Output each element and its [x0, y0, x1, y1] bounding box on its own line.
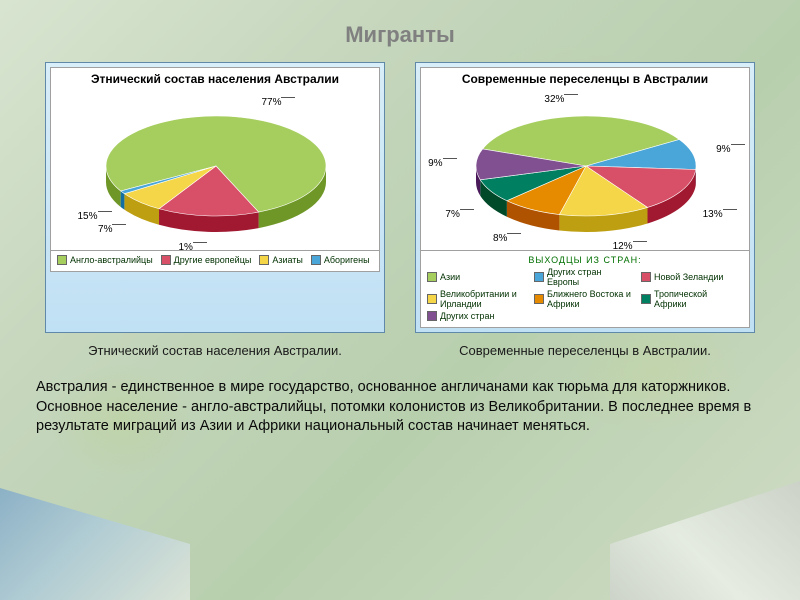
body-text: Австралия - единственное в мире государс… [0, 358, 800, 437]
legend-item: Великобритании и Ирландии [427, 289, 526, 309]
legend-item: Азии [427, 267, 526, 287]
chart-right-caption: Современные переселенцы в Австралии. [415, 343, 755, 358]
legend-label: Великобритании и Ирландии [440, 289, 526, 309]
chart-left-legend: Англо-австралийцы Другие европейцы Азиаты А… [51, 250, 379, 271]
pie-pct-label: 32% [544, 94, 564, 105]
chart-right-title: Современные переселенцы в Австралии [421, 68, 749, 90]
corner-image-bottom-left [0, 460, 190, 600]
captions-row: Этнический состав населения Австралии. С… [0, 333, 800, 358]
legend-label: Аборигены [324, 255, 370, 265]
legend-swatch [427, 294, 437, 304]
pie-pct-label: 12% [613, 241, 633, 252]
legend-swatch [534, 294, 544, 304]
legend-swatch [311, 255, 321, 265]
legend-item: Англо-австралийцы [57, 255, 153, 265]
pie-pct-label: 77% [261, 97, 281, 108]
corner-image-bottom-right [610, 460, 800, 600]
legend-item: Других стран Европы [534, 267, 633, 287]
legend-item: Другие европейцы [161, 255, 252, 265]
legend-swatch [259, 255, 269, 265]
chart-right-pie: 32% 9% 13% 12% 8% 7% 9% [421, 90, 749, 250]
pie-pct-label: 1% [178, 242, 192, 253]
legend-label: Других стран [440, 311, 494, 321]
chart-left: Этнический состав населения Австралии 77… [45, 62, 385, 333]
legend-swatch [427, 311, 437, 321]
legend-swatch [641, 272, 651, 282]
legend-label: Новой Зеландии [654, 272, 723, 282]
legend-item: Других стран [427, 311, 526, 321]
legend-swatch [161, 255, 171, 265]
legend-label: Тропической Африки [654, 289, 740, 309]
legend-swatch [534, 272, 544, 282]
page-title: Мигранты [0, 0, 800, 62]
pie-pct-label: 13% [703, 209, 723, 220]
legend-swatch [427, 272, 437, 282]
pie-pct-label: 8% [493, 233, 507, 244]
legend-label: Азии [440, 272, 460, 282]
chart-left-pie: 77% 1% 7%15% [51, 90, 379, 250]
chart-left-title: Этнический состав населения Австралии [51, 68, 379, 90]
chart-right: Современные переселенцы в Австралии 32% 9… [415, 62, 755, 333]
legend-swatch [57, 255, 67, 265]
pie-pct-label: 9% [716, 144, 730, 155]
legend-label: Азиаты [272, 255, 303, 265]
legend-label: Англо-австралийцы [70, 255, 153, 265]
legend-label: Другие европейцы [174, 255, 252, 265]
legend-label: Других стран Европы [547, 267, 633, 287]
chart-right-legend: ВЫХОДЦЫ ИЗ СТРАН: Азии Других стран Европ… [421, 250, 749, 327]
legend-item: Тропической Африки [641, 289, 740, 309]
legend-item: Азиаты [259, 255, 303, 265]
legend-label: Ближнего Востока и Африки [547, 289, 633, 309]
legend-item: Ближнего Востока и Африки [534, 289, 633, 309]
legend-header: ВЫХОДЦЫ ИЗ СТРАН: [427, 255, 743, 267]
legend-swatch [641, 294, 651, 304]
charts-row: Этнический состав населения Австралии 77… [0, 62, 800, 333]
legend-item: Новой Зеландии [641, 267, 740, 287]
pie-pct-label: 7% [98, 224, 112, 235]
pie-pct-label: 9% [428, 158, 442, 169]
legend-item: Аборигены [311, 255, 370, 265]
pie-pct-label: 15% [78, 211, 98, 222]
pie-pct-label: 7% [445, 209, 459, 220]
chart-left-caption: Этнический состав населения Австралии. [45, 343, 385, 358]
